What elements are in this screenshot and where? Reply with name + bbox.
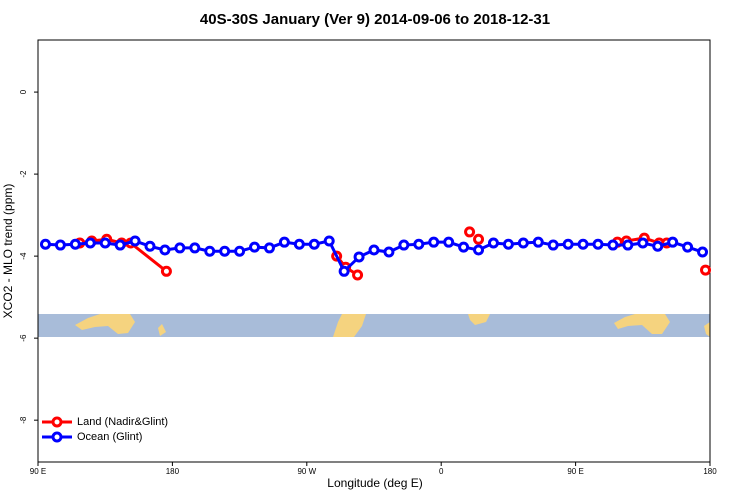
data-point [352,269,364,281]
data-point [577,238,589,250]
legend: Land (Nadir&Glint) Ocean (Glint) [42,416,168,443]
data-point [700,264,712,276]
data-point [682,241,694,253]
data-point [622,239,634,251]
data-point [249,241,261,253]
land-shape [75,314,135,334]
y-tick-label: -4 [19,252,28,260]
data-point [517,237,529,249]
data-point [338,265,350,277]
data-point [323,235,335,247]
data-point [697,246,709,258]
data-point [428,236,440,248]
land-shape [614,314,670,334]
x-tick-label: 90 W [297,467,316,476]
data-point [443,236,455,248]
data-point [473,244,485,256]
plot-frame [37,39,711,463]
data-point [607,239,619,251]
land-shape [468,314,490,325]
data-point [39,238,51,250]
data-point [398,239,410,251]
y-axis-label: XCO2 - MLO trend (ppm) [1,184,15,319]
data-point [473,233,485,245]
data-point [69,238,81,250]
data-point [458,241,470,253]
data-point [547,239,559,251]
data-point [667,236,679,248]
land-shape [333,314,366,337]
legend-marker [51,431,63,443]
x-tick-label: 180 [703,467,717,476]
y-tick-label: -6 [19,334,28,342]
data-point [54,239,66,251]
y-tick-label: -2 [19,170,28,178]
x-axis-label: Longitude (deg E) [327,476,422,490]
data-point [234,245,246,257]
data-point [114,239,126,251]
data-point [84,237,96,249]
y-tick-label: 0 [19,89,28,94]
legend-label: Ocean (Glint) [77,431,142,443]
data-point [383,246,395,258]
map-strip [38,314,710,337]
data-point [637,237,649,249]
chart-title: 40S-30S January (Ver 9) 2014-09-06 to 20… [200,11,550,28]
data-point [368,244,380,256]
data-point [99,237,111,249]
data-point [487,237,499,249]
data-point [129,235,141,247]
data-point [189,242,201,254]
data-point [562,238,574,250]
data-point [160,265,172,277]
x-tick-label: 180 [166,467,180,476]
data-point [592,238,604,250]
x-tick-label: 90 E [30,467,46,476]
data-point [144,240,156,252]
data-point [293,238,305,250]
data-point [464,226,476,238]
legend-label: Land (Nadir&Glint) [77,416,168,428]
data-point [308,238,320,250]
data-point [532,236,544,248]
data-point [263,242,275,254]
data-point [413,238,425,250]
data-point [219,245,231,257]
ocean-strip [38,314,710,337]
data-point [353,251,365,263]
y-tick-label: -8 [19,416,28,424]
data-point [204,245,216,257]
data-point [278,236,290,248]
data-point [652,240,664,252]
x-tick-label: 0 [439,467,444,476]
data-point [174,242,186,254]
legend-marker [51,416,63,428]
land-shape [158,324,166,336]
land-shape [704,322,710,337]
data-point [502,238,514,250]
x-tick-label: 90 E [567,467,583,476]
data-point [159,244,171,256]
